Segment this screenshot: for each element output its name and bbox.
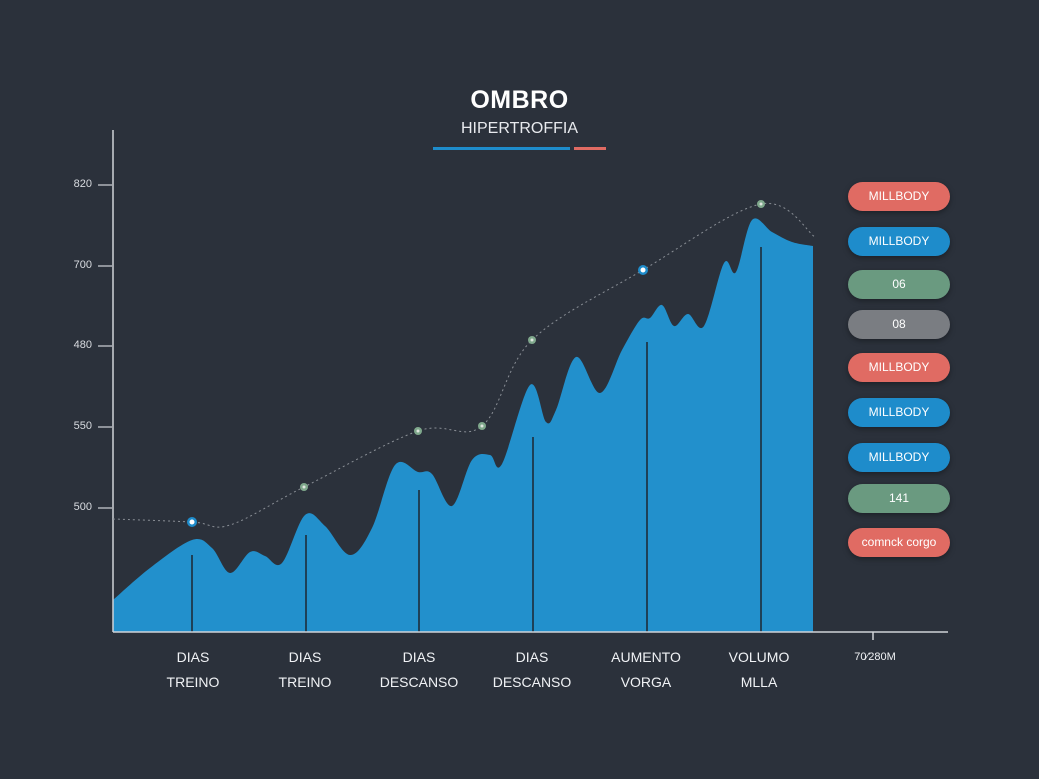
- legend-badge[interactable]: 06: [848, 270, 950, 299]
- legend-badge[interactable]: comnck corgo: [848, 528, 950, 557]
- data-point-center: [480, 424, 484, 428]
- data-point-center: [189, 519, 195, 525]
- x-label-line1: AUMENTO: [611, 649, 681, 665]
- data-point-center: [530, 338, 534, 342]
- area-series: [113, 218, 813, 632]
- x-category-label: DIAS DESCANSO: [477, 645, 587, 695]
- x-label-line2: VORGA: [620, 674, 672, 690]
- data-point-center: [302, 485, 306, 489]
- legend-badge[interactable]: 141: [848, 484, 950, 513]
- x-label-line1: DIAS: [288, 649, 322, 665]
- y-tick-label: 500: [73, 501, 92, 513]
- legend-badge[interactable]: MILLBODY: [848, 398, 950, 427]
- chart-subtitle: HIPERTROFFIA: [460, 120, 579, 137]
- x-category-label: AUMENTO VORGA: [591, 645, 701, 695]
- data-point-center: [640, 267, 646, 273]
- legend-badge[interactable]: MILLBODY: [848, 227, 950, 256]
- title-underline-red: [574, 147, 606, 150]
- y-tick-label: 480: [73, 339, 92, 351]
- legend-badge[interactable]: MILLBODY: [848, 443, 950, 472]
- chart-title: OMBRO: [470, 86, 569, 114]
- y-tick-label: 700: [73, 259, 92, 271]
- x-label-line2: MLLA: [740, 674, 778, 690]
- legend-badge[interactable]: MILLBODY: [848, 353, 950, 382]
- x-label-line2: TREINO: [166, 674, 220, 690]
- x-label-line2: DESCANSO: [379, 674, 459, 690]
- x-label-line1: DIAS: [176, 649, 210, 665]
- x-label-line1: DIAS: [402, 649, 436, 665]
- data-point-center: [416, 429, 420, 433]
- x-category-label: DIAS TREINO: [138, 645, 248, 695]
- x-category-label: DIAS DESCANSO: [364, 645, 474, 695]
- y-tick-label: 550: [73, 420, 92, 432]
- x-category-label: DIAS TREINO: [250, 645, 360, 695]
- y-tick-label: 820: [73, 178, 92, 190]
- x-label-line2: DESCANSO: [492, 674, 572, 690]
- x-label-line1: VOLUMO: [728, 649, 790, 665]
- x-label-line1: 70⁄280M: [854, 651, 896, 663]
- x-label-line2: TREINO: [278, 674, 332, 690]
- x-category-label: 70⁄280M: [820, 645, 930, 670]
- legend-badge[interactable]: 08: [848, 310, 950, 339]
- data-point-center: [759, 202, 763, 206]
- legend-badge[interactable]: MILLBODY: [848, 182, 950, 211]
- x-label-line1: DIAS: [515, 649, 549, 665]
- x-category-label: VOLUMO MLLA: [704, 645, 814, 695]
- title-underline-blue: [433, 147, 570, 150]
